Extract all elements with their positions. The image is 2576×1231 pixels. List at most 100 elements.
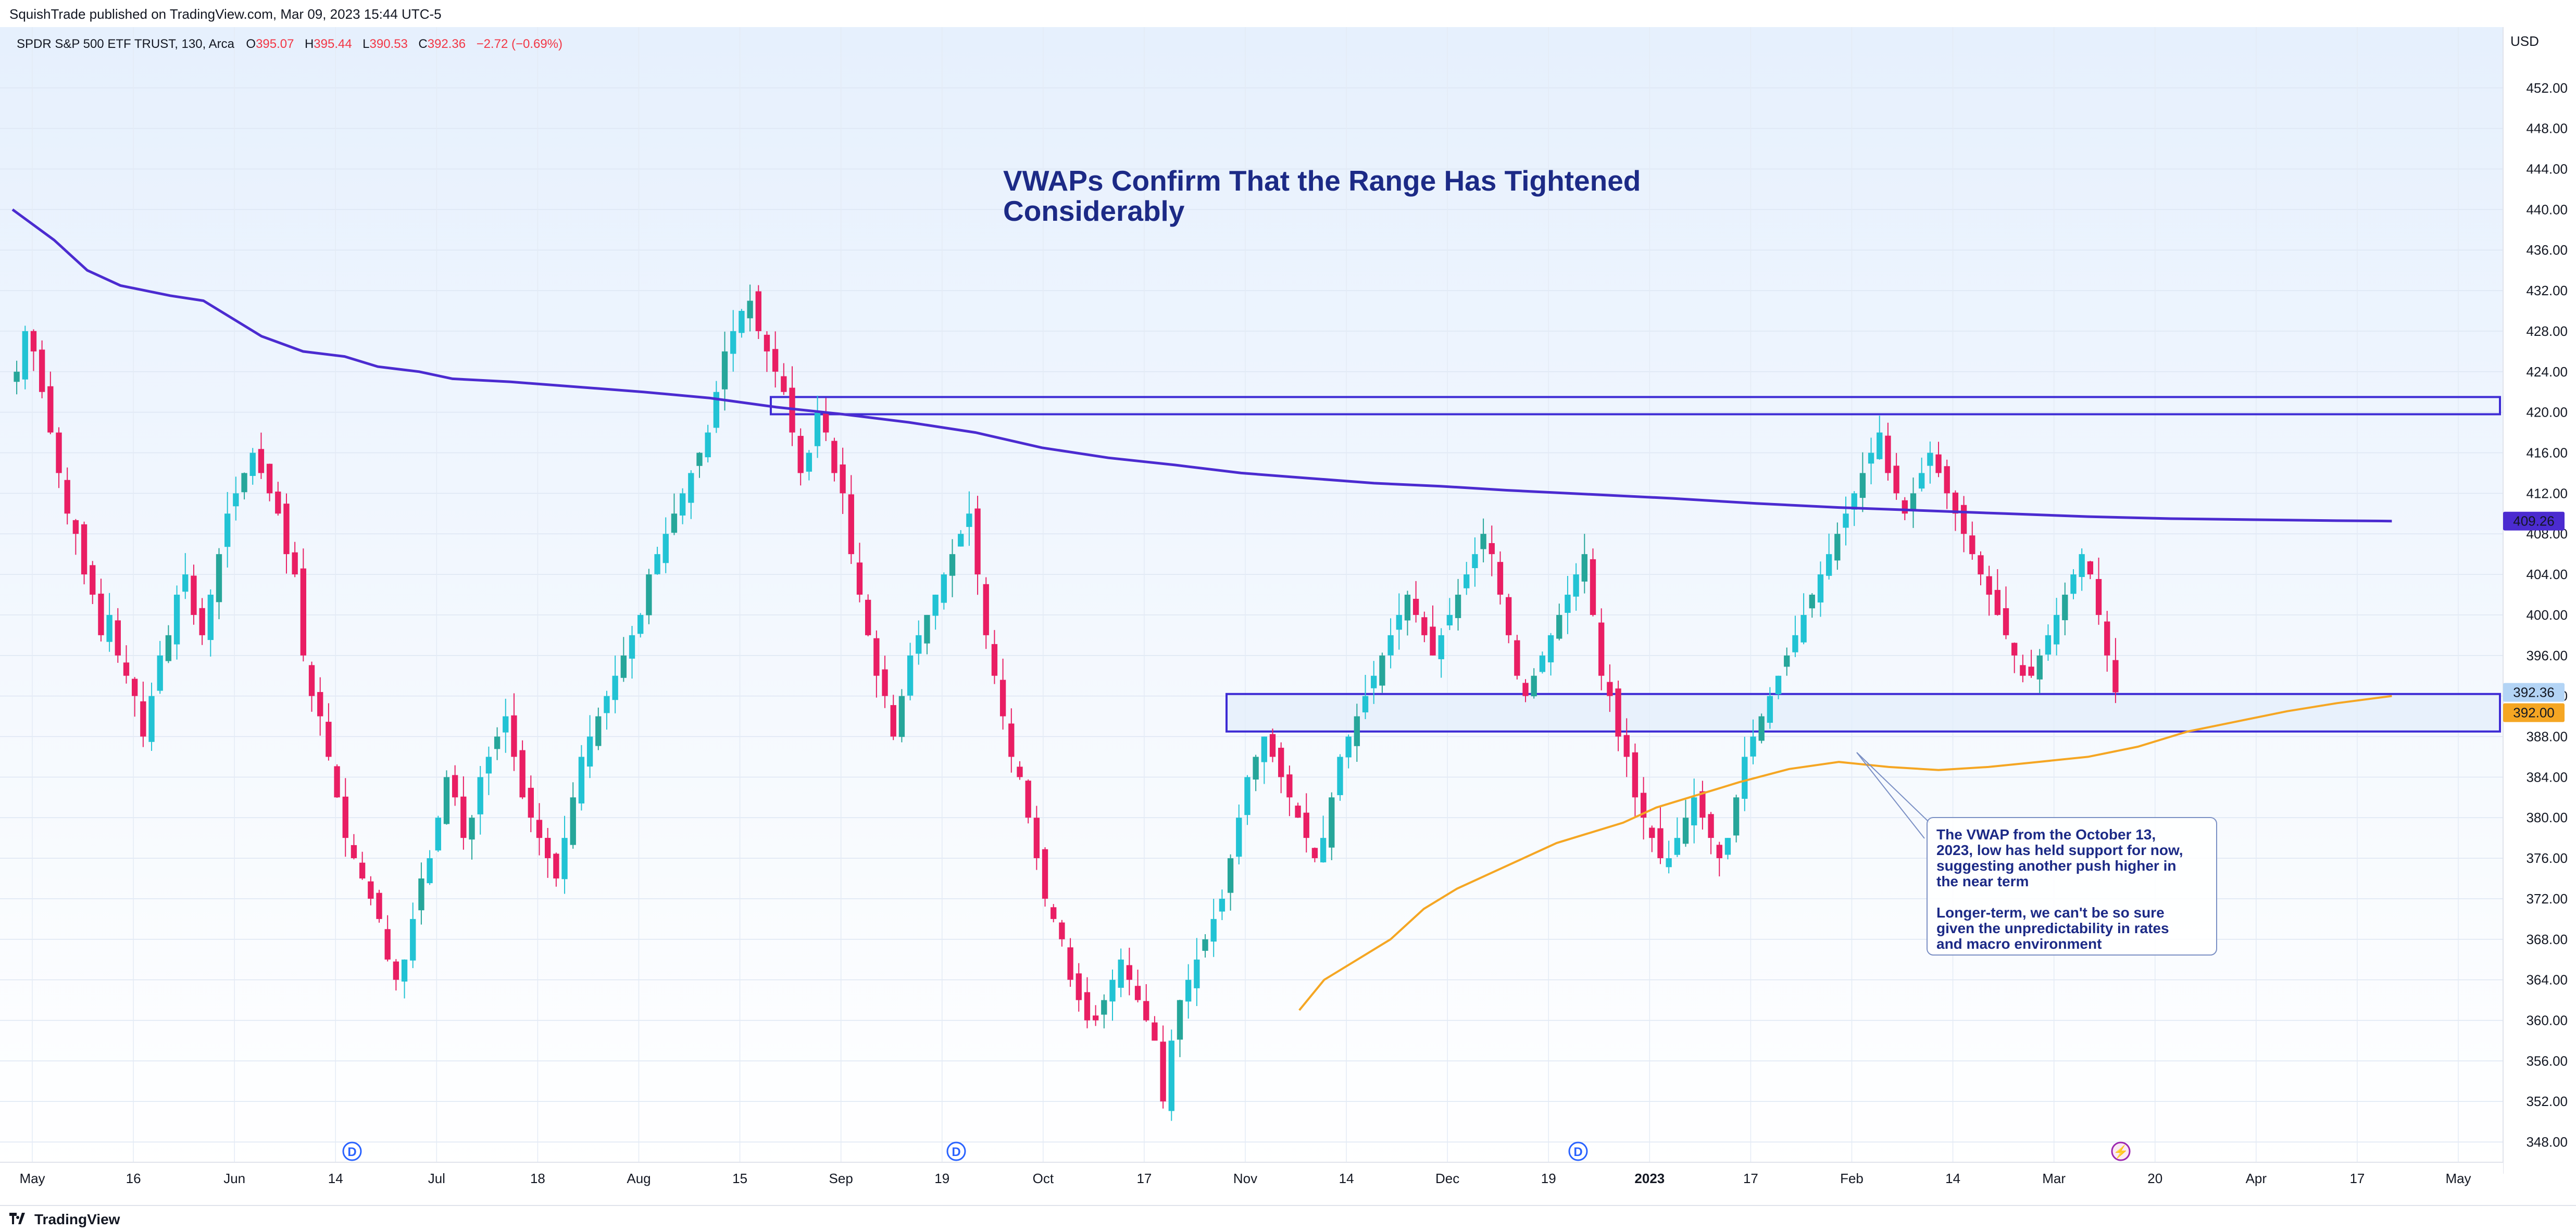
candle-body <box>1455 595 1461 618</box>
candle-body <box>90 565 96 595</box>
candle-body <box>916 635 922 654</box>
candle-body <box>1843 513 1849 528</box>
candle-body <box>553 853 559 878</box>
candle-body <box>1910 493 1917 511</box>
candle-body <box>1868 453 1874 464</box>
candle-body <box>283 504 290 555</box>
annotation-line: suggesting another push higher in <box>1936 858 2176 874</box>
candle-body <box>1219 898 1226 912</box>
candle-body <box>1480 534 1486 549</box>
candle-body <box>1269 734 1276 757</box>
candle-body <box>334 766 340 798</box>
candle-body <box>1202 939 1208 951</box>
y-tick-label: 452.00 <box>2526 80 2568 96</box>
candle-body <box>747 300 753 319</box>
candle-body <box>696 453 703 466</box>
y-tick-label: 448.00 <box>2526 121 2568 136</box>
earnings-marker <box>2111 1141 2131 1161</box>
candle-body <box>1168 1040 1174 1111</box>
x-tick-label: 14 <box>1339 1171 1354 1186</box>
candle-body <box>1969 535 1975 555</box>
candle-body <box>317 692 323 717</box>
candle-body <box>1379 655 1385 686</box>
candle-body <box>1615 688 1621 737</box>
candle-body <box>2020 665 2026 676</box>
candle-body <box>249 453 256 476</box>
candle-body <box>1295 806 1301 818</box>
candle-body <box>2045 635 2052 655</box>
candle-body <box>1767 696 1773 723</box>
candle-body <box>873 638 880 676</box>
candle-body <box>1051 907 1057 919</box>
candle-body <box>216 554 222 602</box>
grid-lines <box>0 27 2503 1162</box>
candle-body <box>1412 598 1419 615</box>
candle-body <box>452 775 458 798</box>
candle-body <box>679 493 686 516</box>
candle-body <box>47 386 54 433</box>
candle-body <box>2104 621 2110 656</box>
x-tick-label: 17 <box>1136 1171 1152 1186</box>
lower-support-zone <box>1226 693 2501 733</box>
candle-body <box>2036 655 2043 680</box>
candle-body <box>1236 818 1242 857</box>
candle-body <box>165 635 172 661</box>
x-axis-labels: May 16 Jun 14 Jul 18 Aug 15 Sep 19 Oct 17 Nov 14 Dec 19… <box>19 1171 2471 1186</box>
candle-body <box>1084 992 1091 1021</box>
x-tick-label: Jun <box>223 1171 245 1186</box>
x-tick-label: 20 <box>2147 1171 2162 1186</box>
candle-body <box>81 524 87 575</box>
annotation-pointer-1 <box>1856 752 1930 823</box>
candle-body <box>721 351 728 390</box>
annotation-pointer-2 <box>1856 752 1925 839</box>
candle-body <box>1919 473 1925 489</box>
candle-body <box>460 796 467 838</box>
candle-body <box>730 331 736 354</box>
event-markers[interactable]: D D D ⚡ <box>342 1141 2131 1161</box>
candle-body <box>856 562 863 595</box>
candle-body <box>132 679 138 696</box>
candle-body <box>1033 818 1040 859</box>
candle-body <box>1303 812 1309 838</box>
candle-body <box>1101 1000 1107 1015</box>
candle-body <box>1464 574 1470 588</box>
candle-body <box>1227 858 1234 893</box>
chart-canvas[interactable]: SPDR S&P 500 ETF TRUST, 130, Arca O395.0… <box>0 27 2576 1205</box>
candle-body <box>561 838 568 880</box>
candle-body <box>258 449 265 473</box>
candle-body <box>2053 614 2060 645</box>
candle-body <box>1320 838 1327 863</box>
candle-body <box>536 820 543 838</box>
candle-body <box>604 696 610 713</box>
legend-h-label: H <box>305 37 314 51</box>
candle-body <box>1952 492 1959 514</box>
candle-body <box>1800 614 1807 643</box>
publish-info: SquishTrade published on TradingView.com… <box>9 6 442 22</box>
candle-body <box>949 554 956 576</box>
price-labels: 409.26 392.36 392.00 <box>2503 511 2565 722</box>
y-tick-label: 368.00 <box>2526 932 2568 947</box>
annotation-line: given the unpredictability in rates <box>1936 920 2169 936</box>
candle-body <box>376 893 382 919</box>
candle-body <box>1194 959 1200 988</box>
candle-body <box>1152 1022 1158 1041</box>
long-vwap-line <box>11 208 2392 523</box>
candle-body <box>612 675 618 700</box>
candle-body <box>191 575 197 615</box>
x-tick-label: 17 <box>2349 1171 2365 1186</box>
candle-body <box>1253 757 1259 780</box>
candle-body <box>393 961 399 980</box>
candle-body <box>427 858 433 884</box>
legend-change: −2.72 (−0.69%) <box>477 37 562 51</box>
y-tick-label: 444.00 <box>2526 161 2568 177</box>
candle-body <box>1497 562 1504 595</box>
candle-body <box>1547 635 1554 662</box>
x-tick-label: Dec <box>1435 1171 1459 1186</box>
plot-background <box>0 27 2503 1174</box>
y-tick-label: 352.00 <box>2526 1094 2568 1109</box>
candle-body <box>806 453 812 472</box>
candle-body <box>1025 781 1031 818</box>
dividend-marker <box>1568 1141 1588 1161</box>
candle-body <box>637 614 644 634</box>
candle-body <box>1362 696 1369 713</box>
